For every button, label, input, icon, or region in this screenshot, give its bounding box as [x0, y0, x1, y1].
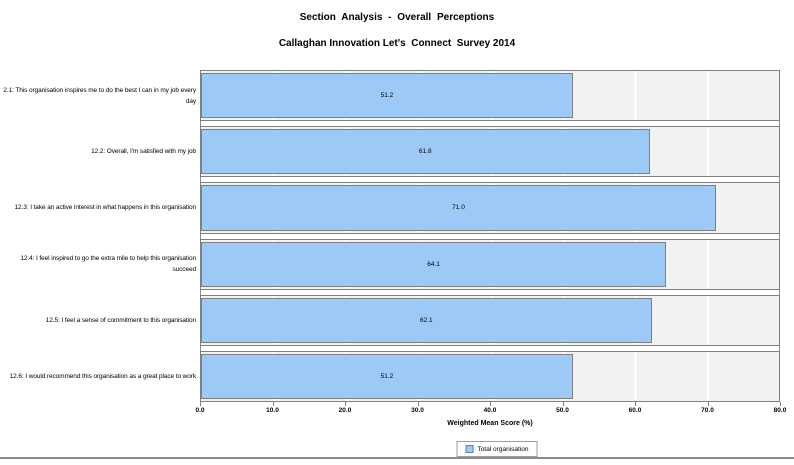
category-label: 12.5: I feel a sense of commitment to th… [45, 316, 196, 324]
bar-band: 61.8 [200, 126, 780, 178]
plot-area: 51.2 61.8 71.0 64.1 62.1 51.2 [200, 70, 780, 403]
x-tick-mark [635, 402, 636, 406]
bar-value-label: 51.2 [380, 92, 394, 100]
bar: 62.1 [201, 297, 652, 343]
category-labels: 2.1: This organisation inspires me to do… [0, 70, 196, 402]
category-label: 12.4: I feel inspired to go the extra mi… [20, 255, 196, 274]
x-axis-tick-labels: 0.0 10.0 20.0 30.0 40.0 50.0 60.0 70.0 80.0 [195, 407, 786, 417]
y-axis-line [200, 70, 201, 402]
legend-label: Total organisation [477, 445, 529, 453]
bar-band: 62.1 [200, 294, 780, 346]
category-label: 2.1: This organisation inspires me to do… [3, 86, 196, 105]
category-label: 12.6: I would recommend this organisatio… [9, 372, 196, 380]
x-axis-title: Weighted Mean Score (%) [447, 420, 533, 427]
legend-swatch-icon [465, 445, 474, 453]
bar: 51.2 [201, 73, 573, 119]
x-tick-mark [780, 402, 781, 406]
category-label: 12.3: I take an active interest in what … [14, 204, 197, 212]
x-tick-label: 80.0 [773, 407, 787, 414]
legend: Total organisation [456, 441, 538, 457]
bar-band: 71.0 [200, 182, 780, 234]
plot-right-border [779, 70, 780, 402]
bar-value-label: 61.8 [418, 148, 432, 156]
bar-value-label: 51.2 [380, 372, 394, 380]
bar: 51.2 [201, 353, 573, 400]
bottom-divider [0, 457, 794, 459]
bar-value-label: 62.1 [420, 316, 433, 324]
x-tick-label: 50.0 [556, 407, 569, 414]
x-tick-mark [490, 402, 491, 406]
bar-band: 64.1 [200, 238, 780, 290]
x-tick-mark [200, 402, 201, 406]
x-tick-label: 10.0 [266, 407, 279, 414]
x-tick-label: 0.0 [195, 407, 205, 414]
x-tick-label: 40.0 [483, 407, 497, 414]
x-tick-mark [272, 402, 274, 406]
x-tick-label: 30.0 [411, 407, 424, 414]
x-axis-tick-marks [200, 402, 781, 406]
bar-value-label: 64.1 [427, 260, 440, 268]
x-tick-mark [707, 402, 709, 406]
x-tick-mark [417, 402, 419, 406]
x-tick-mark [562, 402, 564, 406]
x-tick-mark [345, 402, 346, 406]
bar-value-label: 71.0 [452, 204, 465, 212]
category-label: 12.2: Overall, I'm satisfied with my job [91, 148, 196, 156]
bar: 71.0 [201, 185, 716, 231]
bar: 64.1 [201, 241, 667, 287]
bar-band: 51.2 [200, 350, 780, 403]
chart-subtitle: Callaghan Innovation Let's Connect Surve… [278, 38, 516, 49]
x-tick-label: 60.0 [628, 407, 642, 414]
chart-title: Section Analysis - Overall Perceptions [299, 12, 495, 23]
bar: 61.8 [201, 129, 650, 175]
x-tick-label: 20.0 [338, 407, 352, 414]
bar-band: 51.2 [200, 70, 780, 122]
x-tick-label: 70.0 [701, 407, 714, 414]
